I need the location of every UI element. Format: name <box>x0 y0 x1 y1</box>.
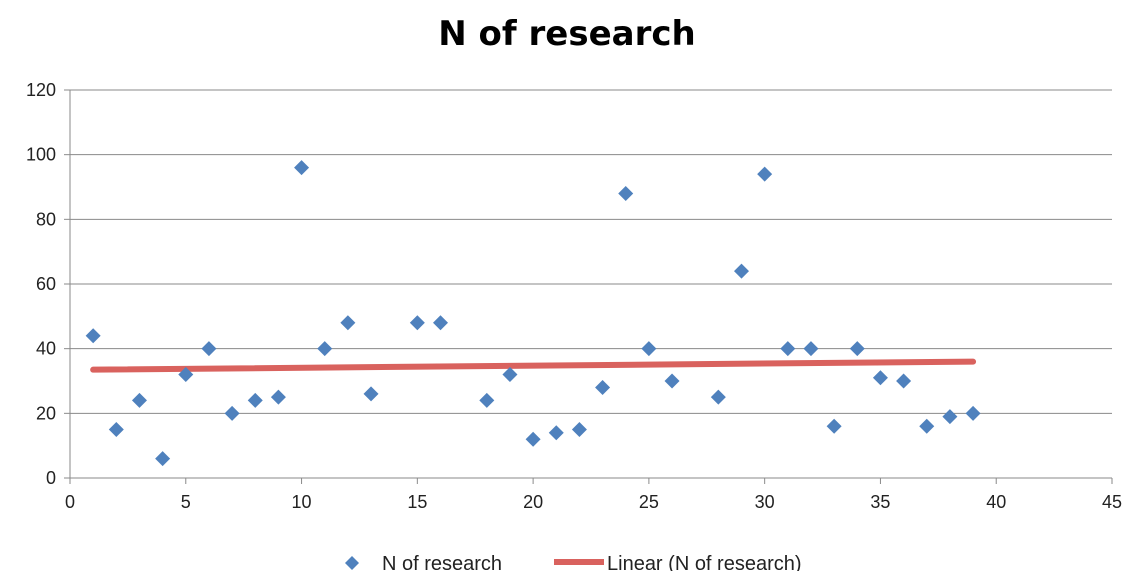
y-tick-label: 120 <box>26 80 56 100</box>
data-point <box>965 405 981 421</box>
data-point <box>919 418 935 434</box>
data-point <box>294 160 310 176</box>
x-tick-label: 10 <box>292 492 312 512</box>
linear-trendline <box>90 358 977 373</box>
legend-label-trendline: Linear (N of research) <box>607 553 802 571</box>
data-point <box>178 367 194 383</box>
data-point <box>201 341 217 357</box>
data-point <box>85 328 101 344</box>
x-tick-label: 45 <box>1102 492 1122 512</box>
data-point <box>363 386 379 402</box>
data-point <box>757 166 773 182</box>
data-point <box>803 341 819 357</box>
data-point <box>641 341 657 357</box>
data-point <box>780 341 796 357</box>
data-point <box>479 392 495 408</box>
y-tick-label: 40 <box>36 339 56 359</box>
x-tick-label: 15 <box>407 492 427 512</box>
y-tick-label: 100 <box>26 145 56 165</box>
data-point <box>224 405 240 421</box>
data-point <box>571 422 587 437</box>
x-tick-label: 25 <box>639 492 659 512</box>
x-tick-label: 20 <box>523 492 543 512</box>
x-tick-label: 5 <box>181 492 191 512</box>
data-point <box>849 341 865 357</box>
data-point <box>108 422 124 437</box>
legend-label-series: N of research <box>382 553 502 571</box>
legend-diamond-marker <box>345 556 359 570</box>
data-point <box>317 341 333 357</box>
data-point <box>942 409 958 425</box>
data-point <box>896 373 912 389</box>
data-point <box>710 389 726 405</box>
data-point <box>155 451 171 467</box>
data-point <box>502 367 518 383</box>
axes: 0 20 40 60 80 100 120 0 5 10 15 20 25 30 35 40 45 <box>26 80 1122 512</box>
data-point <box>432 315 448 331</box>
data-point <box>872 370 888 386</box>
data-point <box>525 431 541 447</box>
data-point <box>247 392 263 408</box>
data-point <box>595 379 611 395</box>
y-tick-label: 80 <box>36 209 56 229</box>
trendline-layer <box>90 358 977 373</box>
data-point <box>734 263 750 279</box>
legend: N of research Linear (N of research) <box>345 553 802 571</box>
data-point <box>548 425 564 441</box>
y-tick-label: 0 <box>46 468 56 488</box>
x-tick-label: 0 <box>65 492 75 512</box>
gridlines <box>70 89 1112 414</box>
data-point <box>409 315 425 331</box>
x-tick-label: 30 <box>755 492 775 512</box>
y-tick-label: 20 <box>36 403 56 423</box>
data-point <box>826 418 842 434</box>
y-tick-label: 60 <box>36 274 56 294</box>
x-tick-label: 40 <box>986 492 1006 512</box>
data-points <box>85 160 981 467</box>
chart-title: N of research <box>438 14 695 54</box>
data-point <box>270 389 286 405</box>
data-point <box>131 392 147 408</box>
x-tick-label: 35 <box>870 492 890 512</box>
data-point <box>618 185 634 201</box>
data-point <box>664 373 680 389</box>
data-point <box>340 315 356 331</box>
